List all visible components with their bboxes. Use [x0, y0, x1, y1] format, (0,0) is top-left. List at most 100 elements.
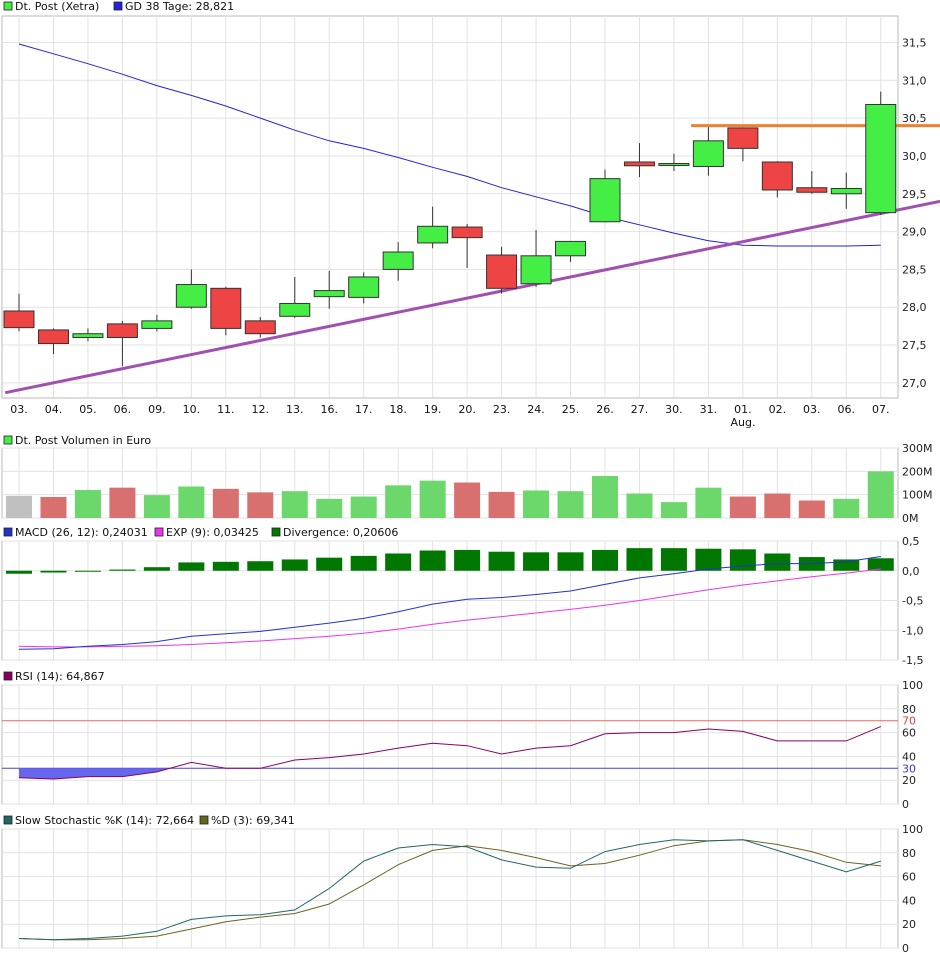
volume-bar — [143, 495, 170, 518]
stochastic-legend: Slow Stochastic %K (14): 72,664 %D (3): … — [3, 814, 295, 827]
volume-bar — [626, 493, 653, 518]
divergence-bar — [212, 561, 239, 571]
volume-bar — [178, 486, 205, 518]
stoch-ytick: 100 — [902, 823, 923, 836]
price-ytick: 30,5 — [902, 112, 927, 125]
gd38-line — [18, 43, 881, 247]
date-tick-4: 09. — [148, 403, 166, 416]
candle-body — [451, 226, 483, 239]
support-trendline — [4, 199, 940, 395]
macd-ytick: -1,5 — [902, 654, 923, 667]
candle-body — [72, 333, 104, 338]
macd-ytick: -0,5 — [902, 595, 923, 608]
volume-bar — [40, 497, 67, 518]
candle-body — [37, 329, 69, 345]
date-tick-21: 01. — [734, 403, 752, 416]
exp-signal-line — [18, 568, 881, 648]
rsi-ytick: 70 — [902, 715, 916, 728]
volume-legend-label: Dt. Post Volumen in Euro — [15, 434, 151, 447]
volume-bar — [660, 502, 687, 518]
volume-bar — [109, 487, 136, 518]
price-ytick: 31,0 — [902, 74, 927, 87]
stoch-ytick: 20 — [902, 918, 916, 931]
candle-body — [106, 323, 138, 338]
date-tick-1: 04. — [45, 403, 63, 416]
rsi-legend: RSI (14): 64,867 — [3, 670, 105, 683]
candle-body — [175, 284, 207, 308]
date-tick-19: 30. — [665, 403, 683, 416]
price-ytick: 27,5 — [902, 339, 927, 352]
divergence-bar — [764, 553, 791, 571]
divergence-bar — [316, 557, 343, 571]
candle-body — [210, 287, 242, 329]
volume-bar — [454, 482, 481, 518]
candle-body — [313, 290, 345, 298]
candle-body — [555, 240, 587, 257]
stoch-panel: 0 20 40 60 80 100 — [1, 823, 923, 955]
volume-bar — [281, 491, 308, 518]
divergence-legend-label: Divergence: 0,20606 — [283, 526, 398, 539]
macd-ytick: -1,0 — [902, 624, 923, 637]
macd-ytick: 0,5 — [902, 535, 920, 548]
divergence-bar — [247, 561, 274, 571]
date-tick-16: 25. — [562, 403, 580, 416]
date-tick-14: 23. — [493, 403, 511, 416]
volume-panel: 0M 100M 200M 300M — [1, 442, 933, 525]
stoch-k-line — [18, 839, 881, 941]
volume-frame — [1, 447, 899, 519]
date-tick-3: 06. — [114, 403, 132, 416]
date-tick-13: 20. — [458, 403, 476, 416]
rsi-ytick: 30 — [902, 762, 916, 775]
macd-legend-label: MACD (26, 12): 0,24031 — [15, 526, 148, 539]
divergence-bar — [454, 549, 481, 571]
price-legend: Dt. Post (Xetra) GD 38 Tage: 28,821 — [3, 0, 234, 13]
stoch-frame — [1, 828, 899, 949]
volume-bar — [523, 490, 550, 518]
price-legend-label: Dt. Post (Xetra) — [15, 0, 99, 13]
divergence-bar — [729, 549, 756, 571]
price-ytick: 30,0 — [902, 150, 927, 163]
macd-legend-swatch — [3, 527, 13, 537]
macd-legend: MACD (26, 12): 0,24031 EXP (9): 0,03425 … — [3, 526, 398, 539]
stoch-ytick: 40 — [902, 894, 916, 907]
divergence-legend-swatch — [271, 527, 281, 537]
candle-body — [486, 254, 518, 289]
date-tick-10: 17. — [355, 403, 373, 416]
divergence-bar — [143, 567, 170, 571]
stoch-k-legend-label: Slow Stochastic %K (14): 72,664 — [15, 814, 194, 827]
volume-bar — [74, 490, 101, 518]
divergence-bar — [488, 551, 515, 571]
price-ytick: 31,5 — [902, 36, 927, 49]
price-frame — [1, 15, 899, 399]
date-tick-11: 18. — [389, 403, 407, 416]
candle-body — [520, 255, 552, 285]
rsi-line — [18, 726, 881, 780]
divergence-bar — [591, 549, 618, 571]
volume-bar — [488, 491, 515, 518]
date-tick-18: 27. — [631, 403, 649, 416]
volume-bar — [247, 492, 274, 518]
candle-body — [348, 276, 380, 298]
candle-body — [865, 104, 897, 214]
volume-legend-swatch — [3, 435, 13, 445]
date-tick-0: 03. — [10, 403, 28, 416]
exp-legend-label: EXP (9): 0,03425 — [166, 526, 259, 539]
candle-body — [279, 302, 311, 317]
date-tick-25: 07. — [872, 403, 890, 416]
stoch-ytick: 0 — [902, 942, 909, 955]
date-tick-8: 13. — [286, 403, 304, 416]
macd-panel: -1,5 -1,0 -0,5 0,0 0,5 — [1, 535, 923, 667]
stoch-ytick: 80 — [902, 847, 916, 860]
candle-body — [623, 161, 655, 167]
rsi-legend-label: RSI (14): 64,867 — [15, 670, 105, 683]
volume-bar — [798, 500, 825, 518]
date-tick-17: 26. — [596, 403, 614, 416]
price-legend-swatch — [3, 1, 13, 11]
volume-bar — [350, 496, 377, 518]
volume-bar — [764, 493, 791, 518]
date-tick-12: 19. — [424, 403, 442, 416]
divergence-bar — [695, 548, 722, 571]
candle-body — [3, 310, 35, 329]
stoch-d-legend-swatch — [199, 815, 209, 825]
volume-ytick: 300M — [902, 442, 933, 455]
